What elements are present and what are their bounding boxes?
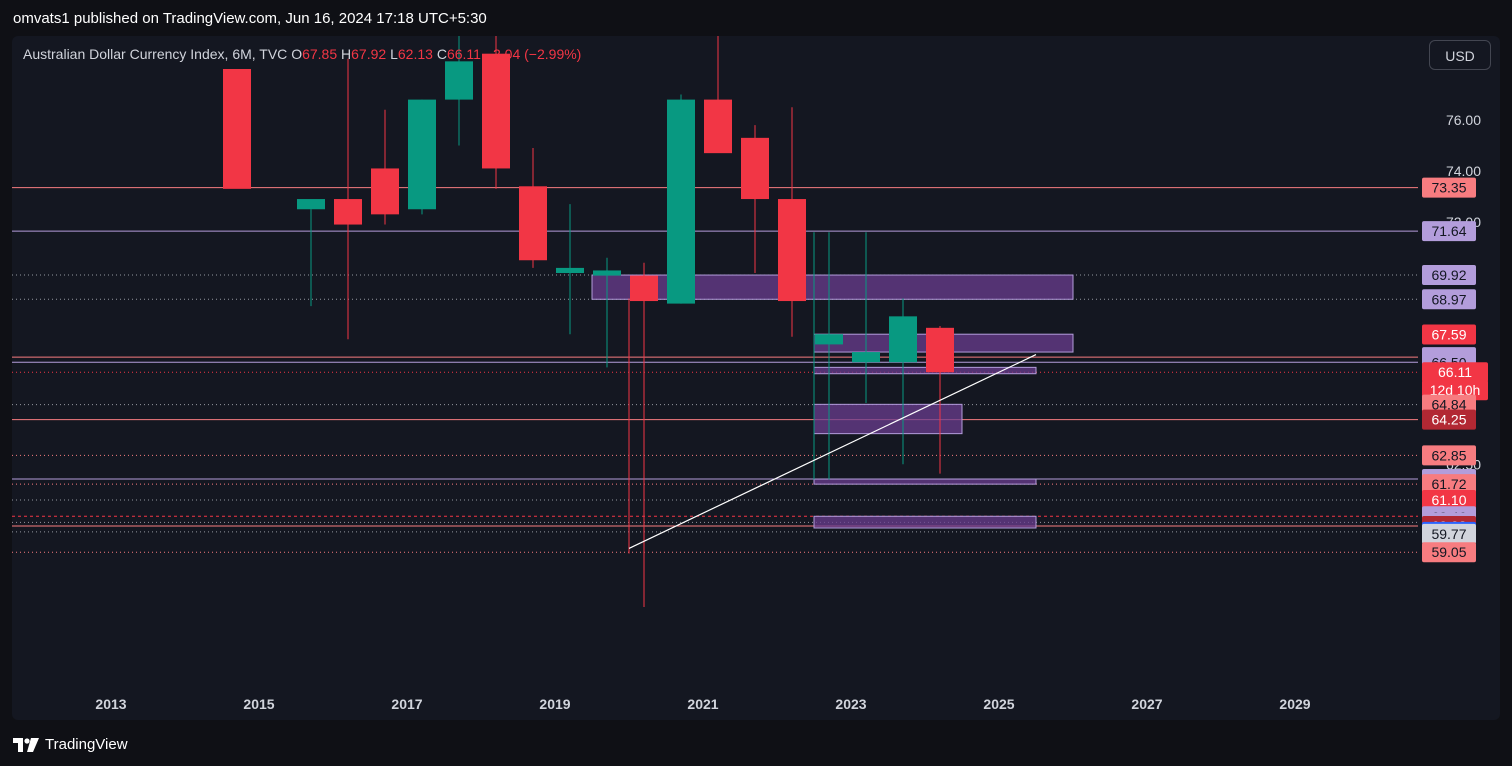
candle-body[interactable] <box>741 137 769 200</box>
x-axis-tick-label: 2013 <box>95 696 126 712</box>
candle-body[interactable] <box>593 270 621 276</box>
legend-source: , TVC <box>251 46 292 62</box>
price-label-text: 61.72 <box>1431 476 1466 492</box>
price-label-box[interactable] <box>1422 221 1476 242</box>
x-axis-tick-label: 2017 <box>391 696 422 712</box>
legend-close-value: 66.11 <box>446 46 481 62</box>
published-info: omvats1 published on TradingView.com, Ju… <box>13 10 487 27</box>
price-label-text: 64.84 <box>1431 397 1466 413</box>
price-label-text: 66.11 <box>1438 364 1472 380</box>
price-label-text: 59.05 <box>1431 544 1466 560</box>
price-label-box[interactable] <box>1422 394 1476 415</box>
candle-body[interactable] <box>519 186 547 261</box>
price-label-box[interactable] <box>1422 474 1476 495</box>
price-label-text: 61.10 <box>1431 492 1466 508</box>
candle-body[interactable] <box>334 199 362 225</box>
x-axis-tick-label: 2019 <box>539 696 570 712</box>
legend-high-label: H <box>341 46 352 62</box>
currency-button[interactable]: USD <box>1429 40 1491 70</box>
tradingview-logo-icon <box>13 737 39 752</box>
candle-body[interactable] <box>371 168 399 215</box>
x-axis-tick-label: 2023 <box>835 696 866 712</box>
legend-low-label: L <box>390 46 398 62</box>
price-label-text: 71.64 <box>1431 223 1466 239</box>
price-label-text: 67.59 <box>1431 326 1466 342</box>
price-label-text: 73.35 <box>1431 180 1466 196</box>
price-label-box[interactable] <box>1422 177 1476 198</box>
legend-change: −2.04 (−2.99%) <box>484 46 582 62</box>
price-label-box[interactable] <box>1422 265 1476 286</box>
x-axis-tick-label: 2021 <box>687 696 718 712</box>
price-label-box[interactable] <box>1422 523 1476 544</box>
top-bar: omvats1 published on TradingView.com, Ju… <box>0 0 1512 36</box>
candle-body[interactable] <box>852 352 880 363</box>
legend-open-label: O <box>291 46 303 62</box>
candle-body[interactable] <box>667 99 695 304</box>
candle-body[interactable] <box>926 327 954 373</box>
candle-body[interactable] <box>223 69 251 189</box>
chart-panel[interactable]: 2013 2015 2017 2019 2021 2023 2025 2027 2029 76.… <box>12 36 1500 720</box>
price-label-box[interactable] <box>1422 289 1476 310</box>
candle-body[interactable] <box>297 199 325 210</box>
footer-brand[interactable]: TradingView <box>13 736 128 753</box>
price-label-box[interactable] <box>1422 489 1476 510</box>
price-label-box[interactable] <box>1422 445 1476 466</box>
candle-body[interactable] <box>889 316 917 363</box>
candle-body[interactable] <box>556 267 584 273</box>
legend-close-label: C <box>436 46 447 62</box>
price-label-box[interactable] <box>1422 542 1476 563</box>
candle-body[interactable] <box>778 199 806 302</box>
price-label-box[interactable] <box>1422 324 1476 345</box>
price-chart[interactable]: 2013 2015 2017 2019 2021 2023 2025 2027 2029 76.… <box>12 36 1500 720</box>
price-label-box[interactable] <box>1422 409 1476 430</box>
x-axis-tick-label: 2027 <box>1131 696 1162 712</box>
zone-rectangle[interactable] <box>813 478 1037 485</box>
x-axis-tick-label: 2029 <box>1279 696 1310 712</box>
y-axis-tick-label: 76.00 <box>1446 112 1481 128</box>
price-label-text: 68.97 <box>1431 291 1466 307</box>
price-label-text: 59.77 <box>1431 526 1466 542</box>
legend-low-value: 62.13 <box>397 46 433 62</box>
zone-rectangle[interactable] <box>813 515 1037 529</box>
price-label-text: 62.85 <box>1431 447 1466 463</box>
x-axis-tick-label: 2025 <box>983 696 1014 712</box>
zone-rectangle[interactable] <box>591 274 1074 300</box>
price-label-text: 69.92 <box>1431 267 1466 283</box>
candle-body[interactable] <box>482 53 510 169</box>
legend-symbol: Australian Dollar Currency Index, <box>23 46 233 62</box>
legend-high-value: 67.92 <box>351 46 387 62</box>
candle-body[interactable] <box>408 99 436 210</box>
footer-brand-label: TradingView <box>45 736 128 753</box>
candle-body[interactable] <box>445 61 473 100</box>
y-axis-tick-label: 74.00 <box>1446 163 1481 179</box>
legend-interval[interactable]: 6M <box>232 46 252 62</box>
candle-body[interactable] <box>815 334 843 345</box>
price-label-text: 12d 10h <box>1430 382 1481 398</box>
zone-rectangle[interactable] <box>813 403 963 435</box>
candle-body[interactable] <box>630 275 658 302</box>
chart-legend: Australian Dollar Currency Index, 6M, TV… <box>23 46 581 62</box>
candle-body[interactable] <box>704 99 732 154</box>
price-label-box[interactable] <box>1422 362 1488 383</box>
trend-line[interactable] <box>628 354 1037 549</box>
x-axis-tick-label: 2015 <box>243 696 274 712</box>
price-label-text: 64.25 <box>1431 412 1466 428</box>
legend-open-value: 67.85 <box>302 46 338 62</box>
